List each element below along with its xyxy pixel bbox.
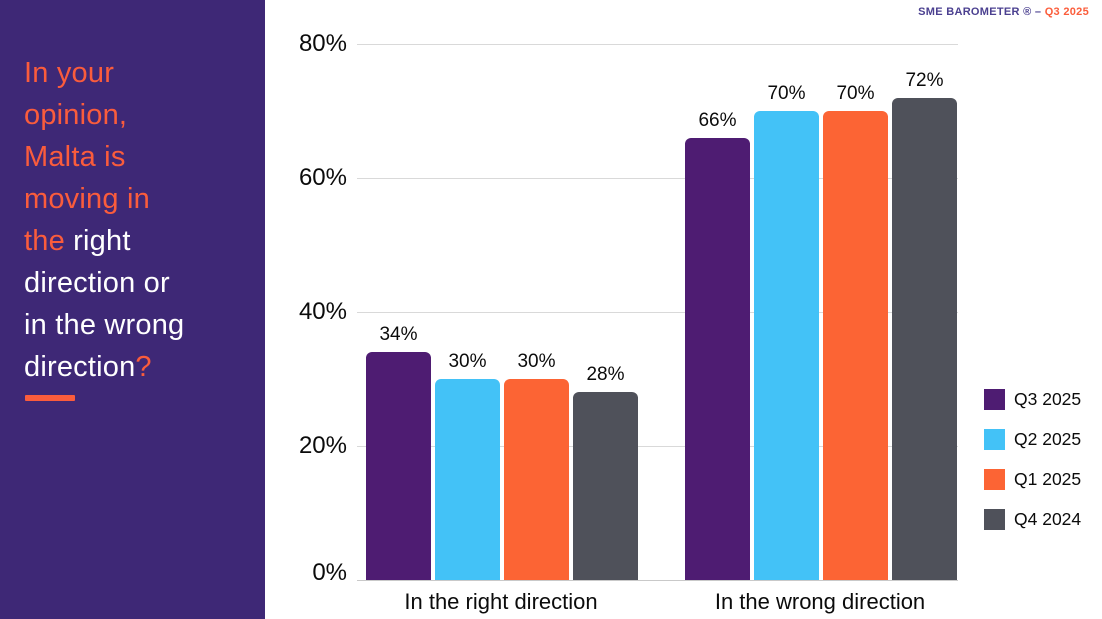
- legend-item: Q3 2025: [984, 389, 1081, 410]
- bar-q2-2025-0: 30%: [435, 351, 500, 580]
- gridline-20: [357, 446, 958, 447]
- bar: [435, 379, 500, 580]
- legend-swatch-q4-2024: [984, 509, 1005, 530]
- legend-item: Q2 2025: [984, 429, 1081, 450]
- y-tick-label: 80%: [298, 30, 347, 57]
- bar: [573, 392, 638, 580]
- x-category-label: In the right direction: [404, 589, 598, 614]
- legend-label: Q2 2025: [1014, 429, 1082, 449]
- question-line: direction or: [24, 262, 254, 304]
- bar: [823, 111, 888, 580]
- legend-swatch-q2-2025: [984, 429, 1005, 450]
- legend-item: Q1 2025: [984, 469, 1081, 490]
- question-line: in the wrong: [24, 304, 254, 346]
- question-segment: direction or: [24, 267, 170, 299]
- bar-q1-2025-1: 70%: [823, 83, 888, 580]
- question-segment: opinion,: [24, 99, 128, 131]
- bar-value-label: 34%: [379, 324, 418, 345]
- brand-tag: SME BAROMETER ® – Q3 2025: [918, 6, 1089, 18]
- legend-label: Q4 2024: [1014, 509, 1082, 529]
- y-tick-label: 40%: [298, 298, 347, 325]
- bar-value-label: 30%: [517, 351, 556, 372]
- gridline-60: [357, 178, 958, 179]
- bar-group-wrong-direction: 66% 70% 70% 72%: [685, 44, 957, 580]
- bar-q1-2025-0: 30%: [504, 351, 569, 580]
- bar-q3-2025-1: 66%: [685, 110, 750, 580]
- bar-value-label: 72%: [905, 70, 944, 91]
- gridline-40: [357, 312, 958, 313]
- brand-name: SME BAROMETER ® –: [918, 6, 1045, 18]
- legend-item: Q4 2024: [984, 509, 1081, 530]
- bar: [685, 138, 750, 580]
- y-tick-label: 0%: [312, 559, 347, 586]
- sidebar: In your opinion, Malta is moving in the …: [0, 0, 265, 619]
- y-tick-label: 60%: [298, 164, 347, 191]
- question-segment: in the wrong: [24, 309, 185, 341]
- y-tick-label: 20%: [298, 432, 347, 459]
- legend-label: Q3 2025: [1014, 389, 1082, 409]
- gridline-80: [357, 44, 958, 45]
- bar: [504, 379, 569, 580]
- legend-swatch-q1-2025: [984, 469, 1005, 490]
- question-line: direction?: [24, 346, 254, 388]
- bar-value-label: 66%: [698, 110, 737, 131]
- question-text: In your opinion, Malta is moving in the …: [24, 52, 254, 388]
- bar-value-label: 28%: [586, 364, 625, 385]
- bar-q4-2024-0: 28%: [573, 364, 638, 580]
- bar: [366, 352, 431, 580]
- bar-chart-plot-area: 34% 30% 30% 28% 66% 70% 70% 72%: [357, 44, 958, 581]
- question-segment: In your: [24, 57, 115, 89]
- x-category-label: In the wrong direction: [714, 589, 926, 614]
- question-segment: Malta is: [24, 141, 126, 173]
- bar-value-label: 70%: [767, 83, 806, 104]
- bar-value-label: 30%: [448, 351, 487, 372]
- question-line: the right: [24, 220, 254, 262]
- bar-q3-2025-0: 34%: [366, 324, 431, 580]
- brand-quarter: Q3 2025: [1044, 6, 1089, 18]
- bar: [892, 98, 957, 580]
- bar-q2-2025-1: 70%: [754, 83, 819, 580]
- bar: [754, 111, 819, 580]
- question-segment: moving in: [24, 183, 150, 215]
- question-segment: direction: [24, 351, 136, 383]
- question-line: In your: [24, 52, 254, 94]
- legend-swatch-q3-2025: [984, 389, 1005, 410]
- legend-label: Q1 2025: [1014, 469, 1082, 489]
- bar-group-right-direction: 34% 30% 30% 28%: [366, 44, 638, 580]
- question-segment: ?: [135, 351, 152, 383]
- question-segment: right: [73, 225, 131, 257]
- question-line: opinion,: [24, 94, 254, 136]
- question-segment: the: [24, 225, 74, 257]
- chart-legend: Q3 2025 Q2 2025 Q1 2025 Q4 2024: [984, 389, 1081, 549]
- question-line: moving in: [24, 178, 254, 220]
- accent-dash: [25, 395, 75, 401]
- x-axis-baseline: [357, 580, 958, 581]
- question-line: Malta is: [24, 136, 254, 178]
- bar-q4-2024-1: 72%: [892, 70, 957, 580]
- bar-value-label: 70%: [836, 83, 875, 104]
